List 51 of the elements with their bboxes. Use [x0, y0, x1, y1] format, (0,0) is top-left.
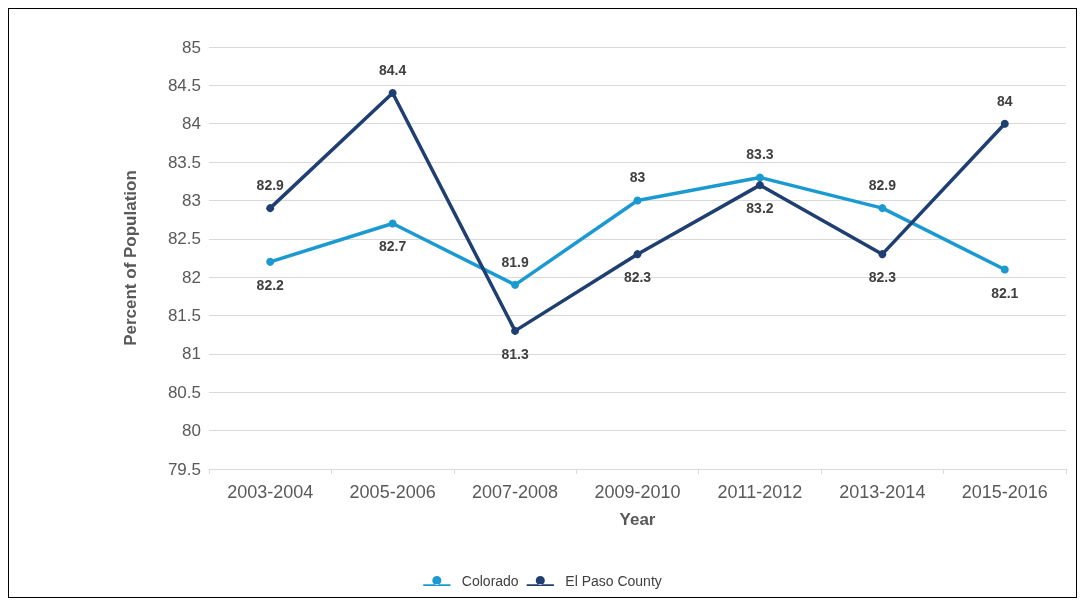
x-tick-label: 2013-2014	[839, 482, 926, 502]
point	[511, 326, 520, 335]
point	[878, 250, 887, 259]
data-label: 84	[997, 92, 1013, 109]
y-tick-label: 80	[182, 421, 201, 441]
legend-label: El Paso County	[565, 573, 662, 589]
y-tick-label: 81.5	[167, 306, 201, 326]
point	[388, 219, 397, 228]
data-label: 83.3	[746, 146, 774, 163]
point	[266, 204, 275, 213]
data-label: 82.3	[623, 269, 652, 286]
x-tick-label: 2015-2016	[961, 482, 1048, 502]
data-label: 82.9	[868, 177, 897, 194]
y-tick-label: 83.5	[167, 152, 201, 172]
data-label: 82.2	[256, 276, 285, 293]
data-label: 82.3	[868, 269, 897, 286]
data-label: 81.9	[501, 253, 529, 270]
x-tick-label: 2005-2006	[349, 482, 436, 502]
data-label: 83.2	[746, 200, 774, 217]
y-tick-label: 84.5	[167, 75, 201, 95]
x-axis-title: Year	[619, 510, 656, 529]
y-tick-label: 79.5	[167, 459, 201, 479]
x-tick-label: 2003-2004	[227, 482, 314, 502]
y-tick-label: 82.5	[167, 229, 201, 249]
point	[633, 196, 642, 205]
point	[633, 250, 642, 259]
y-tick-label: 83	[182, 190, 201, 210]
point	[878, 204, 887, 213]
point	[755, 173, 764, 182]
x-tick-label: 2009-2010	[594, 482, 681, 502]
point	[755, 181, 764, 190]
y-tick-label: 80.5	[167, 382, 201, 402]
point	[266, 257, 275, 266]
point	[511, 280, 520, 289]
y-axis-title: Percent of Population	[121, 170, 140, 346]
legend-label: Colorado	[461, 573, 519, 589]
point	[1000, 265, 1009, 274]
data-label: 82.7	[379, 238, 407, 255]
data-label: 81.3	[501, 345, 529, 362]
point	[1000, 119, 1009, 128]
data-label: 84.4	[379, 62, 407, 79]
y-tick-label: 84	[182, 114, 201, 134]
y-tick-label: 85	[182, 37, 201, 57]
x-tick-label: 2007-2008	[472, 482, 559, 502]
point	[388, 89, 397, 98]
data-label: 82.9	[256, 177, 285, 194]
data-label: 83	[629, 169, 646, 186]
y-tick-label: 82	[182, 267, 201, 287]
x-tick-label: 2011-2012	[717, 482, 803, 502]
data-label: 82.1	[991, 284, 1019, 301]
y-tick-label: 81	[182, 344, 201, 364]
